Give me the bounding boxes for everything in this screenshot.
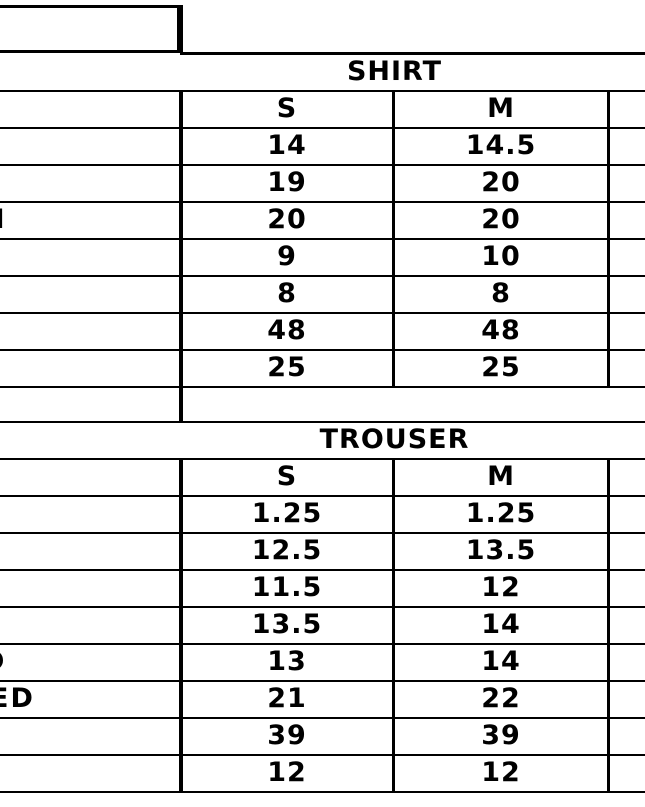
row-border <box>0 90 645 92</box>
trouser-cell: 1.25 <box>465 498 537 529</box>
shirt-cell: 20 <box>267 204 307 235</box>
trouser-cell: 14 <box>481 609 521 640</box>
shirt-cell: 20 <box>481 167 521 198</box>
header-cell-box <box>0 5 183 53</box>
trouser-cell: 11.5 <box>251 572 323 603</box>
shirt-cell: 48 <box>481 315 521 346</box>
trouser-cell: 13.5 <box>465 535 537 566</box>
row-border <box>0 164 645 166</box>
row-border <box>0 201 645 203</box>
row-border <box>0 238 645 240</box>
section-top-border <box>180 421 645 423</box>
trouser-cell: 12 <box>267 757 307 788</box>
shirt-cell: 48 <box>267 315 307 346</box>
column-divider <box>607 458 610 791</box>
trouser-cell: 14 <box>481 646 521 677</box>
trouser-row-label: D <box>0 643 6 680</box>
trouser-cell: 13.5 <box>251 609 323 640</box>
section-top-border <box>180 53 645 55</box>
shirt-cell: 20 <box>481 204 521 235</box>
shirt-cell: 19 <box>267 167 307 198</box>
row-border <box>0 754 645 756</box>
row-border <box>0 643 645 645</box>
shirt-cell: 14.5 <box>465 130 537 161</box>
trouser-cell: 12.5 <box>251 535 323 566</box>
row-border <box>0 532 645 534</box>
shirt-cell: 10 <box>481 241 521 272</box>
shirt-row-label: N <box>0 201 7 238</box>
trouser-cell: 12 <box>481 757 521 788</box>
trouser-cell: 21 <box>267 683 307 714</box>
row-border <box>0 312 645 314</box>
row-border <box>0 680 645 682</box>
column-divider <box>179 458 183 791</box>
shirt-cell: 9 <box>277 241 297 272</box>
trouser-column-header-s: S <box>276 461 298 492</box>
shirt-column-header-m: M <box>487 93 515 124</box>
trouser-cell: 13 <box>267 646 307 677</box>
row-border <box>0 606 645 608</box>
shirt-column-header-s: S <box>276 93 298 124</box>
trouser-cell: 12 <box>481 572 521 603</box>
row-border <box>0 127 645 129</box>
row-border <box>0 717 645 719</box>
trouser-cell: 39 <box>481 720 521 751</box>
trouser-cell: 39 <box>267 720 307 751</box>
row-border <box>0 458 645 460</box>
row-border <box>0 495 645 497</box>
row-border <box>0 349 645 351</box>
row-border <box>0 386 645 388</box>
trouser-cell: 22 <box>481 683 521 714</box>
shirt-cell: 8 <box>277 278 297 309</box>
trouser-row-label: ED <box>0 683 35 714</box>
shirt-cell: 25 <box>267 352 307 383</box>
shirt-section-title: SHIRT <box>346 56 443 87</box>
trouser-section-title: TROUSER <box>319 424 470 455</box>
shirt-cell: 8 <box>491 278 511 309</box>
trouser-cell: 1.25 <box>251 498 323 529</box>
row-border <box>0 275 645 277</box>
shirt-cell: 14 <box>267 130 307 161</box>
row-border <box>0 569 645 571</box>
row-border <box>0 791 645 793</box>
column-divider <box>179 386 183 421</box>
shirt-cell: 25 <box>481 352 521 383</box>
trouser-column-header-m: M <box>487 461 515 492</box>
column-divider <box>392 458 395 791</box>
